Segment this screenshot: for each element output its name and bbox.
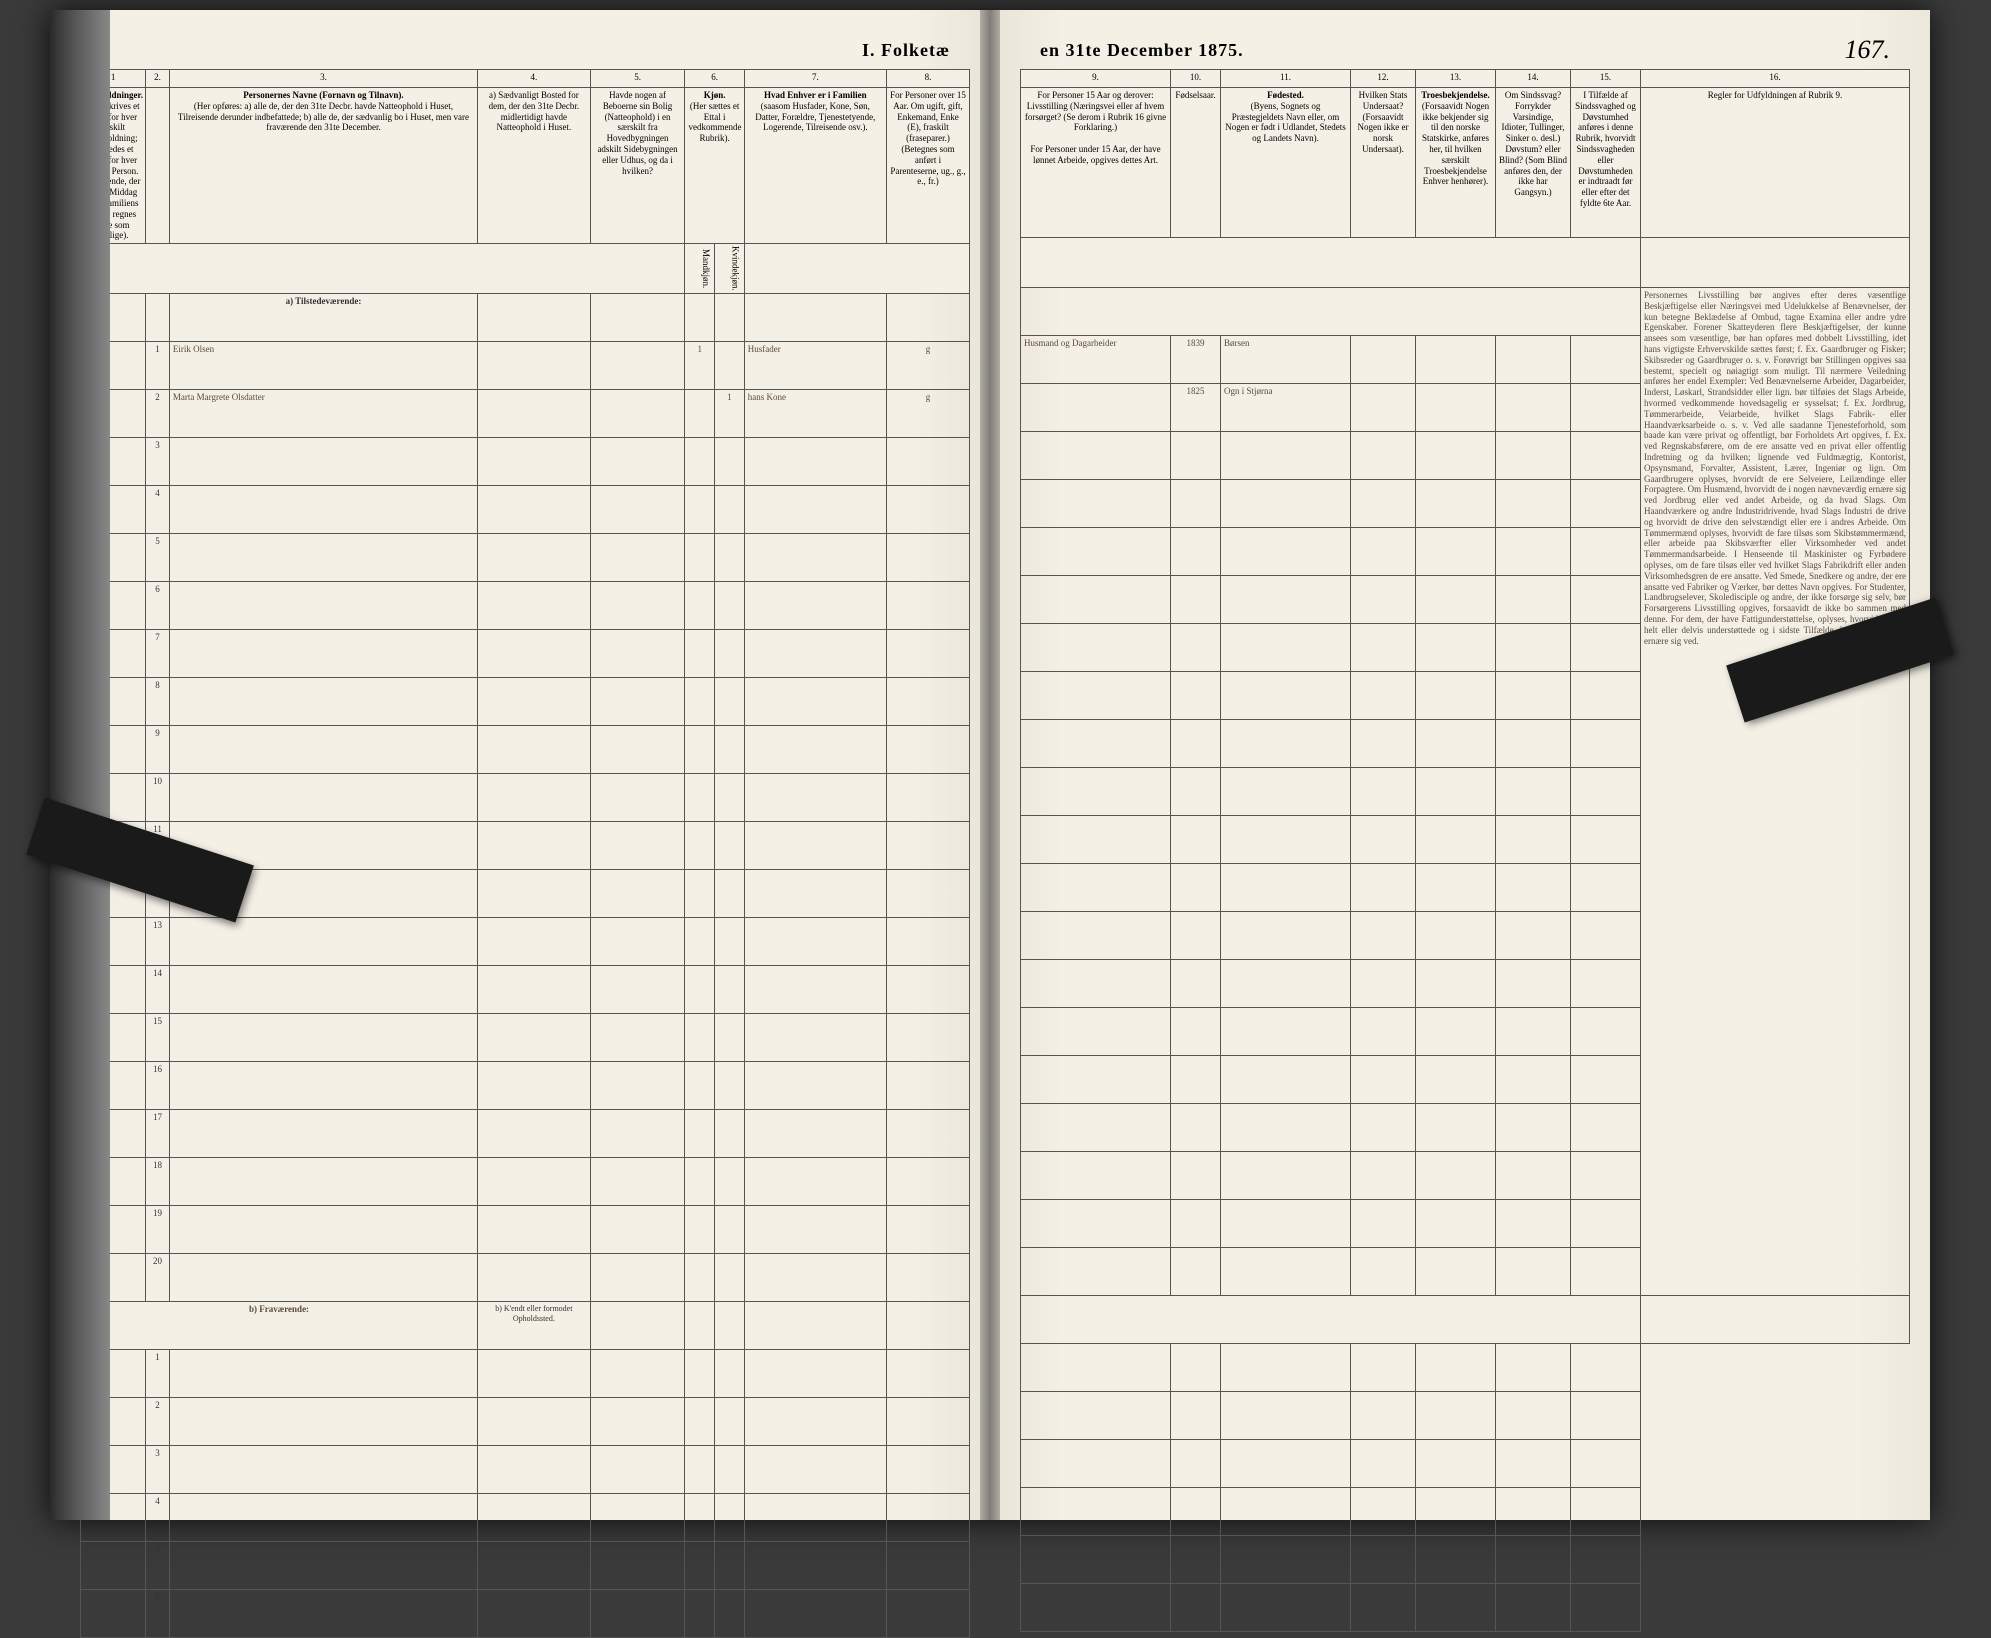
cell-name [169,678,477,726]
cell-name [169,630,477,678]
title-left: I. Folketæ [80,40,970,61]
col10-head: Fødselsaar. [1171,88,1221,238]
right-page: 167. en 31te December 1875. 9. 10. 11. 1… [990,10,1930,1520]
table-row: 3 [81,438,970,486]
col10-num: 10. [1171,70,1221,88]
col14-num: 14. [1496,70,1571,88]
book-binding [50,10,110,1520]
cell-name [169,1062,477,1110]
col12-num: 12. [1351,70,1416,88]
col5-num: 5. [590,70,685,88]
page-number: 167. [1845,35,1891,65]
col8-head: For Personer over 15 Aar. Om ugift, gift… [886,88,969,244]
table-row: 1Eirik Olsen1Husfaderg [81,342,970,390]
table-row [1021,1536,1910,1584]
col13-head: Troesbekjendelse.(Forsaavidt Nogen ikke … [1416,88,1496,238]
table-row: 7 [81,630,970,678]
section-b-col4: b) K'endt eller formodet Opholdssted. [478,1302,591,1350]
ledger-table-right: 9. 10. 11. 12. 13. 14. 15. 16. For Perso… [1020,69,1910,1632]
col15-num: 15. [1571,70,1641,88]
col14-head: Om Sindssvag? Forrykder Varsindige, Idio… [1496,88,1571,238]
table-row: 3 [81,1446,970,1494]
col11-num: 11. [1221,70,1351,88]
section-a-label: a) Tilstedeværende: [169,294,477,342]
cell-name [169,438,477,486]
col7-num: 7. [744,70,886,88]
cell-name [169,918,477,966]
cell-name [169,1110,477,1158]
table-row: 13 [81,918,970,966]
col15-head: I Tilfælde af Sindssvaghed og Døvstumhed… [1571,88,1641,238]
cell-name [169,726,477,774]
col4-num: 4. [478,70,591,88]
cell-name [169,1206,477,1254]
col3-num: 3. [169,70,477,88]
col9-num: 9. [1021,70,1171,88]
col12-head: Hvilken Stats Undersaat?(Forsaavidt Noge… [1351,88,1416,238]
table-row: 18 [81,1158,970,1206]
col6-head: Kjøn.(Her sættes et Ettal i vedkommende … [685,88,744,244]
table-row: 1 [81,1350,970,1398]
cell-name [169,582,477,630]
table-row [1021,1488,1910,1536]
table-row: 17 [81,1110,970,1158]
rubric-text: Personernes Livsstilling bør angives eft… [1641,288,1910,1296]
col11-head: Fødested.(Byens, Sognets og Præstegjelde… [1221,88,1351,238]
table-row: 14 [81,966,970,1014]
cell-name [169,1254,477,1302]
section-b-label: b) Fraværende: [81,1302,478,1350]
left-page: I. Folketæ 1 2. 3. 4. 5. 6. 7. 8. [50,10,990,1520]
cell-name: Eirik Olsen [169,342,477,390]
col6a: Mandkjøn. [685,244,715,294]
cell-name [169,774,477,822]
col6-num: 6. [685,70,744,88]
cell-name [169,1014,477,1062]
col5-head: Havde nogen af Beboerne sin Bolig (Natte… [590,88,685,244]
col13-num: 13. [1416,70,1496,88]
ledger-book: I. Folketæ 1 2. 3. 4. 5. 6. 7. 8. [50,10,1930,1520]
col2-num: 2. [146,70,170,88]
cell-name [169,486,477,534]
col4-head: a) Sædvanligt Bosted for dem, der den 31… [478,88,591,244]
table-row: 9 [81,726,970,774]
cell-name [169,966,477,1014]
title-right: en 31te December 1875. [1020,40,1910,61]
col16-head: Regler for Udfyldningen af Rubrik 9. [1641,88,1910,238]
table-row: 4 [81,1494,970,1542]
table-row: 20 [81,1254,970,1302]
table-row: 4 [81,486,970,534]
table-row [1021,1440,1910,1488]
table-row: 15 [81,1014,970,1062]
table-row [1021,1584,1910,1632]
table-row: 8 [81,678,970,726]
table-row: 16 [81,1062,970,1110]
col9-head: For Personer 15 Aar og derover: Livsstil… [1021,88,1171,238]
table-row: 6 [81,582,970,630]
table-row: 5 [81,1542,970,1590]
table-row [1021,1344,1910,1392]
table-row: 10 [81,774,970,822]
cell-name [169,1158,477,1206]
cell-name [169,534,477,582]
col3-head: Personernes Navne (Fornavn og Tilnavn).(… [169,88,477,244]
table-row [1021,1392,1910,1440]
cell-name: Marta Margrete Olsdatter [169,390,477,438]
table-row: 2Marta Margrete Olsdatter1hans Koneg [81,390,970,438]
col16-num: 16. [1641,70,1910,88]
table-row: 2 [81,1398,970,1446]
col2-head [146,88,170,244]
book-spine [980,10,1000,1520]
table-row: 19 [81,1206,970,1254]
col6b: Kvindekjøn. [715,244,745,294]
col7-head: Hvad Enhver er i Familien(saasom Husfade… [744,88,886,244]
table-row: 5 [81,534,970,582]
table-row: 6 [81,1590,970,1638]
col8-num: 8. [886,70,969,88]
